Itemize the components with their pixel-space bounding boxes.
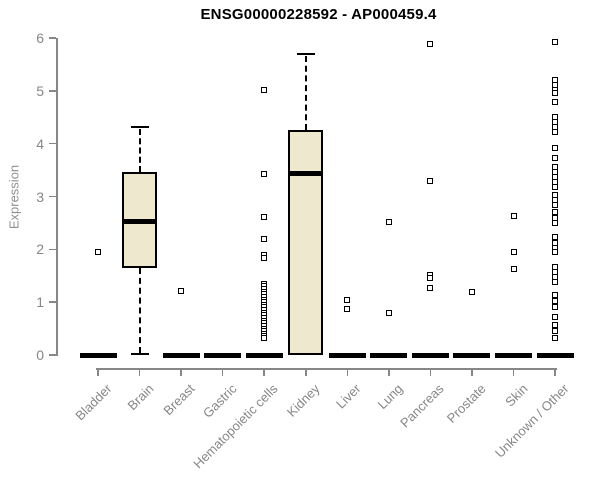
zero-bar xyxy=(328,352,366,358)
box xyxy=(288,129,324,355)
outlier-point xyxy=(552,291,559,298)
outlier-point xyxy=(510,265,517,272)
zero-bar xyxy=(370,352,408,358)
outlier-point xyxy=(427,284,434,291)
y-tick-label: 2 xyxy=(36,241,44,258)
outlier-point xyxy=(95,248,101,255)
y-tick xyxy=(49,301,56,303)
y-tick xyxy=(49,195,56,198)
outlier-point xyxy=(552,98,559,105)
outlier-point xyxy=(552,208,559,215)
whisker-cap xyxy=(130,353,149,355)
y-tick-label: 5 xyxy=(36,82,44,99)
outlier-point xyxy=(385,218,392,225)
x-tick xyxy=(512,368,515,376)
median-line xyxy=(288,171,324,177)
outlier-point xyxy=(261,214,268,221)
zero-bar xyxy=(495,352,532,358)
outlier-point xyxy=(552,248,559,255)
x-tick xyxy=(221,368,224,376)
outlier-point xyxy=(344,306,351,313)
x-axis-line xyxy=(96,368,557,370)
zero-bar xyxy=(536,352,574,358)
x-tick xyxy=(429,368,432,376)
y-tick-label: 3 xyxy=(36,188,44,205)
y-tick xyxy=(49,90,56,92)
x-tick xyxy=(180,368,182,376)
outlier-point xyxy=(261,170,268,177)
y-tick-label: 6 xyxy=(36,30,44,46)
outlier-point xyxy=(552,335,559,342)
x-tick xyxy=(388,368,390,376)
whisker xyxy=(304,55,307,130)
outlier-point xyxy=(178,288,185,295)
outlier-point xyxy=(510,248,517,255)
outlier-point xyxy=(261,335,268,342)
outlier-point xyxy=(552,303,559,310)
y-tick-label: 1 xyxy=(36,294,44,311)
outlier-point xyxy=(427,178,434,185)
outlier-point xyxy=(552,39,559,46)
outlier-point xyxy=(552,234,559,241)
x-tick xyxy=(263,368,265,376)
y-axis-line xyxy=(56,38,58,356)
whisker-cap xyxy=(130,125,149,128)
outlier-point xyxy=(552,129,559,136)
x-tick xyxy=(97,368,99,376)
y-tick xyxy=(49,354,56,356)
y-tick-label: 0 xyxy=(36,347,44,363)
outlier-point xyxy=(552,89,559,96)
outlier-point xyxy=(427,40,434,47)
outlier-point xyxy=(385,310,392,317)
y-tick xyxy=(49,248,56,251)
outlier-point xyxy=(552,279,559,286)
x-tick xyxy=(305,368,307,376)
outlier-point xyxy=(552,313,559,320)
outlier-point xyxy=(552,144,559,151)
zero-bar xyxy=(162,352,200,358)
outlier-point xyxy=(261,235,268,242)
outlier-point xyxy=(261,254,268,261)
x-tick xyxy=(138,368,141,376)
whisker-cap xyxy=(296,52,315,55)
x-tick xyxy=(554,368,556,376)
x-tick xyxy=(471,368,473,376)
whisker xyxy=(138,267,141,353)
outlier-point xyxy=(552,321,559,328)
y-tick-label: 4 xyxy=(36,135,44,152)
outlier-point xyxy=(552,154,559,161)
zero-bar xyxy=(204,352,242,358)
outlier-point xyxy=(344,297,351,304)
outlier-point xyxy=(261,87,268,94)
zero-bar xyxy=(453,352,491,358)
zero-bar xyxy=(245,352,283,358)
y-tick xyxy=(49,37,56,39)
chart-title: ENSG00000228592 - AP000459.4 xyxy=(200,6,437,23)
outlier-point xyxy=(552,202,559,209)
zero-bar xyxy=(79,352,117,358)
outlier-point xyxy=(552,298,559,305)
outlier-point xyxy=(510,213,517,220)
x-tick xyxy=(346,368,349,376)
zero-bar xyxy=(411,352,449,358)
outlier-point xyxy=(552,183,559,190)
whisker xyxy=(138,128,141,172)
outlier-point xyxy=(552,219,559,226)
outlier-point xyxy=(468,289,475,296)
y-tick xyxy=(49,142,56,145)
median-line xyxy=(122,218,158,224)
outlier-point xyxy=(427,275,434,282)
outlier-point xyxy=(552,328,559,335)
